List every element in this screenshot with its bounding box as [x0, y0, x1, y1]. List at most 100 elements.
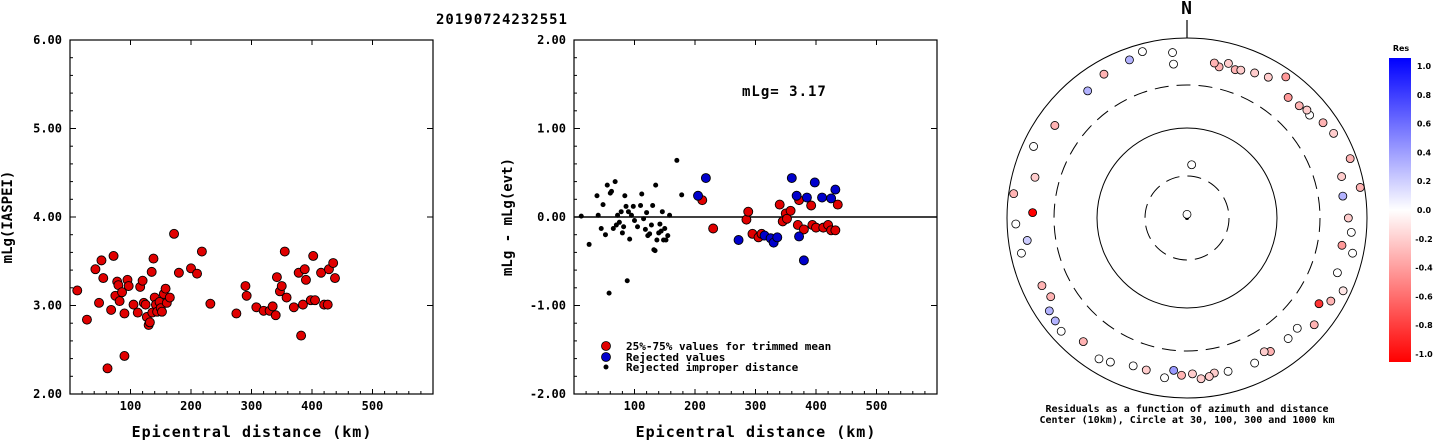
- polar-points: [1009, 47, 1365, 384]
- x-tick-label: 300: [745, 399, 767, 413]
- data-point: [72, 285, 83, 296]
- residual-panel: 100 200 300 400 500 -2.00 -1.00 0.00 1.00 2.00 mL…: [500, 33, 938, 441]
- data-point: [137, 275, 148, 286]
- residual-point: [1196, 374, 1206, 384]
- residual-point: [1329, 128, 1339, 138]
- data-point: [733, 235, 744, 245]
- data-point: [623, 203, 629, 209]
- data-point: [663, 237, 669, 243]
- magnitude-plot-frame: [69, 39, 434, 395]
- residual-point: [1292, 323, 1302, 333]
- colorbar-title: Res: [1393, 44, 1410, 53]
- data-point: [119, 308, 130, 319]
- residual-point: [1355, 183, 1365, 192]
- polar-caption-line1: Residuals as a function of azimuth and d…: [1046, 403, 1329, 415]
- data-point: [826, 193, 837, 204]
- polar-panel: N Residuals as a function of azimuth and…: [1006, 0, 1368, 426]
- x-tick-label: 500: [362, 399, 384, 413]
- data-point: [140, 299, 151, 310]
- residual-point: [1343, 213, 1353, 223]
- x-tick-label: 400: [805, 399, 827, 413]
- colorbar-tick-label: 1.0: [1417, 62, 1432, 71]
- residual-point: [1046, 292, 1056, 302]
- colorbar-tick-label: -0.8: [1415, 321, 1433, 330]
- mean-magnitude-annotation: mLg= 3.17: [742, 84, 827, 100]
- magnitude-panel: 100 200 300 400 500 2.00 3.00 4.00 5.00 6.00 mLg(…: [0, 33, 434, 441]
- data-point: [627, 236, 633, 242]
- y-tick-label: 6.00: [33, 33, 62, 47]
- data-point: [785, 205, 796, 216]
- residual-point: [1128, 361, 1138, 371]
- residual-point: [1037, 281, 1047, 291]
- data-point: [330, 273, 340, 284]
- data-point: [635, 224, 641, 230]
- residual-point: [1314, 299, 1324, 309]
- data-point: [205, 298, 216, 309]
- y-tick-label: -1.00: [530, 299, 566, 313]
- data-point: [90, 264, 101, 275]
- data-point: [81, 314, 92, 325]
- data-point: [708, 223, 719, 234]
- residual-point: [1337, 240, 1347, 250]
- data-point: [806, 200, 817, 211]
- residual-point: [1022, 236, 1032, 245]
- colorbar-tick-label: -0.2: [1415, 235, 1433, 244]
- data-point: [144, 317, 155, 328]
- legend-marker-trimmed: [601, 341, 611, 351]
- data-point: [648, 222, 654, 228]
- colorbar-tick-label: -0.6: [1415, 292, 1433, 301]
- data-point: [786, 173, 797, 184]
- legend-label-rejected: Rejected values: [626, 351, 725, 364]
- residual-point: [1309, 320, 1319, 330]
- residual-points: [578, 157, 843, 296]
- data-point: [809, 177, 820, 188]
- residual-point: [1094, 354, 1104, 364]
- ring-300km: [1053, 84, 1321, 352]
- data-point: [281, 292, 292, 303]
- data-point: [618, 209, 624, 215]
- data-point: [108, 250, 119, 261]
- data-point: [638, 202, 644, 208]
- data-point: [632, 218, 637, 224]
- data-point: [741, 214, 752, 225]
- y-tick-label: 0.00: [537, 210, 566, 224]
- residual-point: [1259, 347, 1269, 357]
- residual-x-axis-label: Epicentral distance (km): [636, 423, 877, 441]
- data-point: [164, 292, 175, 303]
- data-point: [173, 267, 184, 278]
- data-point: [94, 297, 104, 308]
- colorbar-tick-label: -0.4: [1415, 264, 1433, 273]
- ring-1000km: [1006, 37, 1368, 399]
- data-point: [700, 173, 711, 184]
- y-tick-label: 2.00: [33, 387, 62, 401]
- data-point: [612, 179, 618, 185]
- data-point: [665, 233, 671, 239]
- y-tick-label: 4.00: [33, 210, 62, 224]
- residual-point: [1283, 93, 1293, 102]
- residual-point: [1338, 286, 1348, 296]
- data-point: [270, 310, 281, 321]
- x-tick-label: 400: [301, 399, 323, 413]
- data-point: [160, 283, 171, 294]
- y-tick-label: 2.00: [537, 33, 566, 47]
- data-point: [621, 224, 627, 230]
- data-point: [657, 221, 663, 227]
- data-point: [308, 250, 319, 261]
- residual-point: [1017, 248, 1026, 258]
- residual-point: [1236, 65, 1246, 75]
- data-point: [132, 307, 143, 318]
- data-point: [832, 199, 843, 210]
- residual-point: [1078, 337, 1088, 346]
- colorbar-tick-label: 0.4: [1417, 148, 1432, 157]
- magnitude-y-axis-label: mLg(IASPEI): [0, 171, 16, 264]
- data-point: [328, 258, 339, 268]
- residual-point: [1056, 326, 1066, 336]
- residual-point: [1182, 209, 1192, 219]
- residual-point: [1028, 208, 1038, 218]
- data-point: [619, 230, 625, 236]
- residual-point: [1250, 68, 1260, 78]
- polar-caption-line2: Center (10km), Circle at 30, 100, 300 an…: [1039, 414, 1334, 426]
- figure-title: 20190724232551: [436, 12, 568, 28]
- data-point: [830, 225, 841, 236]
- data-point: [641, 216, 647, 222]
